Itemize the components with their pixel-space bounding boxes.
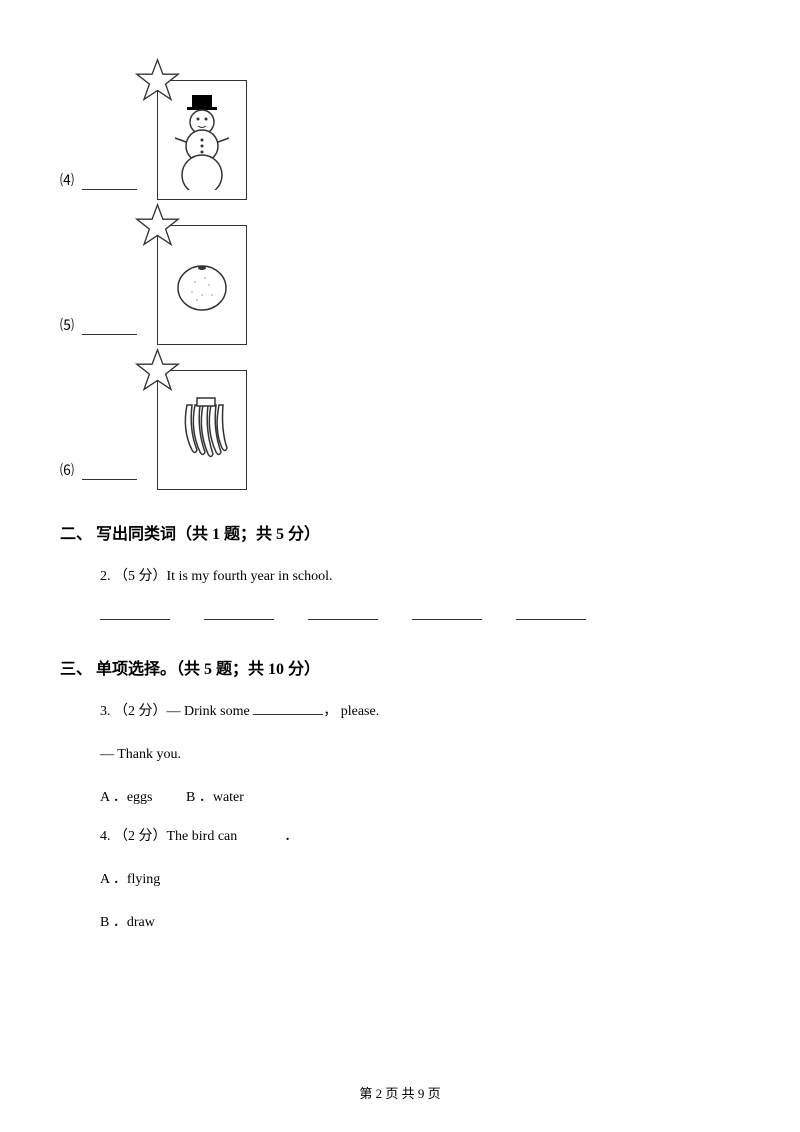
item-5-blank[interactable] bbox=[82, 334, 137, 335]
item-4-label: ⑷ bbox=[60, 170, 74, 190]
blank-4[interactable] bbox=[412, 619, 482, 620]
q4-option-b[interactable]: B ．draw bbox=[100, 910, 740, 935]
star-icon bbox=[135, 348, 180, 393]
item-6-blank[interactable] bbox=[82, 479, 137, 480]
item-4: ⑷ bbox=[60, 80, 740, 200]
question-3: 3. （2 分）— Drink some ， please. bbox=[100, 699, 740, 724]
q3-blank[interactable] bbox=[253, 714, 323, 715]
q3-option-b[interactable]: B ．water bbox=[186, 790, 244, 805]
star-icon bbox=[135, 203, 180, 248]
item-6-image-box bbox=[157, 370, 247, 490]
item-6: ⑹ bbox=[60, 370, 740, 490]
blank-3[interactable] bbox=[308, 619, 378, 620]
item-4-image-box bbox=[157, 80, 247, 200]
question-3-options: A ．eggs B ．water bbox=[100, 786, 740, 806]
q3-prefix: 3. （2 分）— Drink some bbox=[100, 704, 253, 719]
item-4-blank[interactable] bbox=[82, 189, 137, 190]
item-5-label: ⑸ bbox=[60, 315, 74, 335]
q4-suffix: ． bbox=[281, 829, 299, 844]
page-footer: 第 2 页 共 9 页 bbox=[0, 1083, 800, 1102]
question-2: 2. （5 分）It is my fourth year in school. bbox=[100, 564, 740, 589]
q3-suffix: ， please. bbox=[323, 704, 379, 719]
item-5-image-box bbox=[157, 225, 247, 345]
question-4: 4. （2 分）The bird can ． bbox=[100, 824, 740, 849]
blank-1[interactable] bbox=[100, 619, 170, 620]
question-3-reply: — Thank you. bbox=[100, 742, 740, 767]
q4-prefix: 4. （2 分）The bird can bbox=[100, 829, 241, 844]
blank-5[interactable] bbox=[516, 619, 586, 620]
section-2-title: 二、 写出同类词（共 1 题；共 5 分） bbox=[60, 520, 740, 544]
q3-option-a[interactable]: A ．eggs bbox=[100, 790, 153, 805]
item-5: ⑸ bbox=[60, 225, 740, 345]
star-icon bbox=[135, 58, 180, 103]
q4-option-a[interactable]: A ．flying bbox=[100, 867, 740, 892]
item-6-label: ⑹ bbox=[60, 460, 74, 480]
blank-2[interactable] bbox=[204, 619, 274, 620]
section-3-title: 三、 单项选择。（共 5 题；共 10 分） bbox=[60, 655, 740, 679]
question-2-blanks bbox=[100, 607, 740, 625]
